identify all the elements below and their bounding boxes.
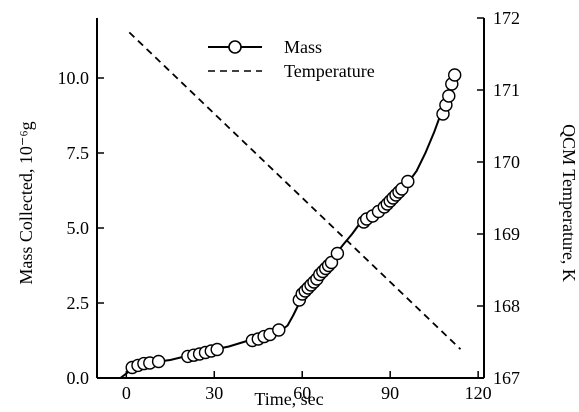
- legend-mass-label: Mass: [284, 37, 322, 57]
- y-left-tick-label: 0.0: [67, 368, 90, 388]
- legend-temperature-label: Temperature: [284, 61, 375, 81]
- x-axis-title: Time, sec: [254, 389, 323, 409]
- mass-series: [119, 68, 462, 379]
- y-left-axis-title: Mass Collected, 10⁻⁶g: [16, 121, 36, 284]
- x-tick-label: 0: [122, 383, 131, 403]
- mass-marker: [210, 342, 224, 357]
- y-right-tick-label: 171: [493, 80, 520, 100]
- temperature-line: [128, 31, 462, 350]
- ticks: 0 30 60 90 120 0.0 2.5 5.0 7.5 10.0 167 168 169 170 17…: [58, 8, 521, 403]
- x-tick-label: 90: [381, 383, 399, 403]
- legend-mass-marker: [228, 40, 242, 54]
- y-right-tick-label: 170: [493, 152, 520, 172]
- temperature-series: [128, 31, 462, 350]
- mass-marker: [442, 89, 456, 103]
- x-tick-label: 120: [465, 383, 492, 403]
- mass-marker: [330, 246, 345, 261]
- y-right-axis-title: QCM Temperature, K: [559, 124, 579, 282]
- mass-marker: [272, 323, 286, 337]
- y-left-tick-label: 7.5: [67, 143, 90, 163]
- mass-marker: [448, 68, 462, 82]
- y-right-tick-label: 167: [493, 368, 520, 388]
- y-right-tick-label: 168: [493, 296, 520, 316]
- mass-marker: [151, 354, 166, 369]
- y-left-tick-label: 10.0: [58, 68, 90, 88]
- y-right-tick-label: 172: [493, 8, 520, 28]
- x-tick-label: 30: [205, 383, 223, 403]
- x-tick-label: 60: [293, 383, 311, 403]
- mass-marker: [401, 174, 415, 189]
- y-right-tick-label: 169: [493, 224, 520, 244]
- legend: Mass Temperature: [208, 37, 375, 81]
- mass-line: [119, 74, 456, 379]
- y-left-tick-label: 5.0: [67, 218, 90, 238]
- y-left-tick-label: 2.5: [67, 293, 90, 313]
